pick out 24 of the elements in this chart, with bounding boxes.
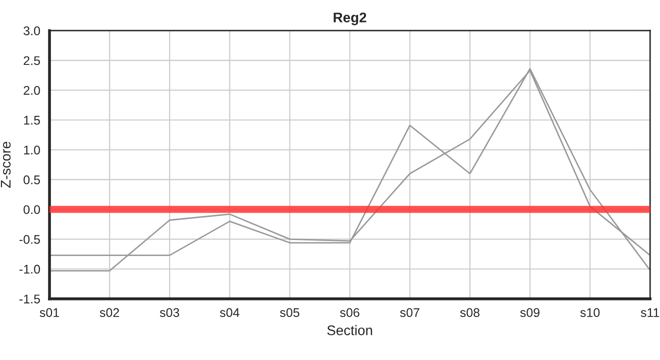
- y-tick-label: -1.5: [19, 294, 40, 304]
- y-tick-label: 2.0: [24, 86, 40, 95]
- y-tick-label: 0.0: [24, 205, 40, 214]
- y-axis-title: Z-score: [0, 142, 11, 188]
- x-tick-label: s08: [460, 308, 480, 318]
- x-tick-label: s03: [160, 308, 180, 318]
- y-tick-label: -1.0: [19, 264, 40, 274]
- y-tick-label: -0.5: [19, 235, 40, 244]
- x-tick-label: s05: [280, 308, 300, 318]
- y-tick-label: 1.0: [24, 146, 40, 154]
- x-tick-label: s07: [400, 308, 420, 318]
- chart-title: Reg2: [334, 12, 366, 26]
- x-tick-label: s02: [100, 308, 120, 318]
- x-axis-title: Section: [327, 325, 372, 336]
- x-tick-label: s06: [340, 308, 360, 318]
- x-tick-label: s09: [520, 308, 540, 318]
- y-tick-label: 1.5: [24, 116, 40, 125]
- y-tick-label: 2.5: [24, 56, 40, 66]
- y-tick-label: 3.0: [24, 26, 40, 36]
- x-tick-label: s11: [640, 308, 660, 318]
- y-tick-label: 0.5: [24, 175, 40, 184]
- x-tick-label: s04: [220, 308, 240, 318]
- x-tick-label: s10: [580, 308, 600, 318]
- x-tick-label: s01: [40, 308, 59, 318]
